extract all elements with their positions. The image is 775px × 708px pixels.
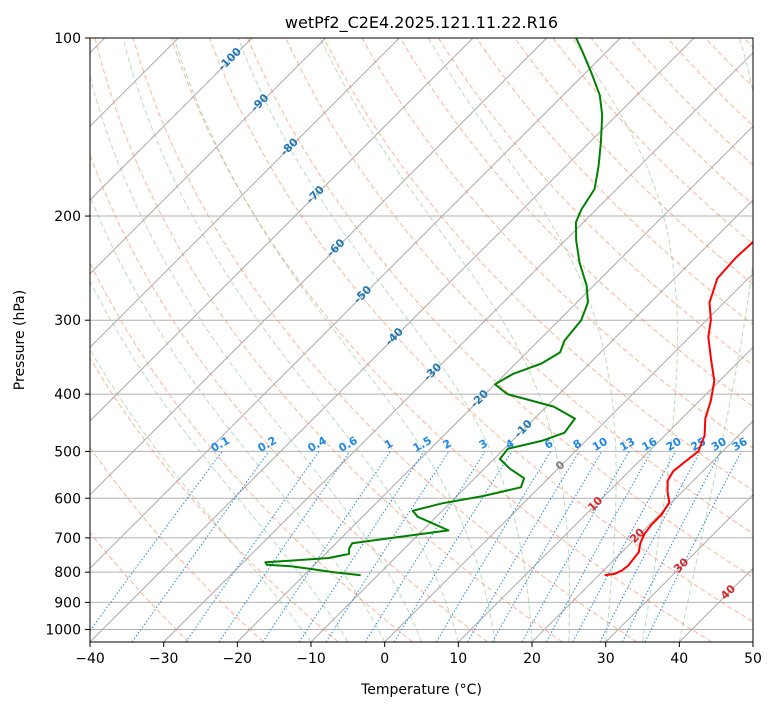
moist-adiabat-line xyxy=(90,348,312,642)
isotherm-line xyxy=(90,38,548,496)
x-tick-label: −10 xyxy=(296,651,326,667)
moist-adiabat-line xyxy=(122,38,459,642)
mixing-ratio-line xyxy=(621,451,722,642)
y-tick-label: 1000 xyxy=(45,623,81,639)
x-tick-label: −30 xyxy=(149,651,179,667)
mixing-ratio-line xyxy=(90,451,223,632)
isotherm-line xyxy=(90,38,474,422)
isotherm-line xyxy=(163,51,753,642)
dry-adiabat-line xyxy=(94,38,563,642)
dewpoint-profile-line xyxy=(264,38,604,577)
moist-adiabat-line xyxy=(90,194,386,642)
y-axis-title: Pressure (hPa) xyxy=(12,290,28,390)
dry-adiabat-line xyxy=(90,531,190,642)
mixing-ratio-line xyxy=(325,451,450,642)
plot-frame xyxy=(89,37,754,643)
isotherm-line xyxy=(90,38,400,349)
dry-adiabat-line xyxy=(437,38,753,366)
x-tick-label: 20 xyxy=(523,651,541,667)
temperature-profile-line xyxy=(604,240,753,577)
x-axis-title: Temperature (°C) xyxy=(360,682,482,698)
dry-adiabat-line xyxy=(476,38,753,326)
dry-adiabat-line xyxy=(209,38,753,623)
isotherm-line xyxy=(90,38,695,642)
mixing-ratio-line xyxy=(599,451,701,642)
mixing-ratio-line xyxy=(521,451,630,642)
y-tick-label: 600 xyxy=(54,491,81,507)
dry-adiabat-line xyxy=(90,261,414,642)
moist-adiabat-line xyxy=(173,38,496,642)
mixing-ratio-line xyxy=(185,451,320,642)
axes: −40 −30 −20 −10 0 10 20 30 40 50 100 200 300 400 500 60… xyxy=(45,31,762,667)
isotherm-line xyxy=(384,272,753,642)
dry-adiabat-line xyxy=(90,153,488,642)
mixing-ratio-line xyxy=(644,451,742,642)
dry-adiabat-line xyxy=(285,38,753,535)
mixing-ratio-line xyxy=(218,451,351,642)
y-tick-label: 900 xyxy=(54,595,81,611)
isotherm-line xyxy=(90,38,621,570)
moist-adiabat-line xyxy=(678,38,753,642)
isotherm-line xyxy=(531,420,753,642)
y-tick-label: 800 xyxy=(54,565,81,581)
x-tick-label: 0 xyxy=(380,651,389,667)
mixing-ratio-line xyxy=(572,451,676,642)
x-tick-label: −20 xyxy=(223,651,253,667)
dry-adiabat-line xyxy=(132,38,638,642)
chart-title: wetPf2_C2E4.2025.121.11.22.R16 xyxy=(285,13,558,33)
dry-adiabat-line xyxy=(170,38,712,642)
mixing-ratio-line xyxy=(435,451,552,642)
y-tick-label: 200 xyxy=(54,209,81,225)
y-tick-label: 400 xyxy=(54,387,81,403)
profile-series xyxy=(264,38,753,577)
mixing-ratio-line xyxy=(393,451,513,642)
mixing-ratio-line xyxy=(131,451,270,642)
x-tick-label: 10 xyxy=(449,651,467,667)
background-lines xyxy=(90,38,753,642)
moist-adiabat-line xyxy=(571,38,678,642)
dry-adiabat-line xyxy=(552,38,753,245)
dry-adiabat-line xyxy=(247,38,753,578)
moist-adiabat-line xyxy=(237,38,533,642)
y-tick-label: 500 xyxy=(54,444,81,460)
moist-adiabat-line xyxy=(319,38,570,642)
dry-adiabat-line xyxy=(361,38,753,449)
x-tick-label: −40 xyxy=(75,651,105,667)
y-tick-label: 300 xyxy=(54,313,81,329)
mixing-ratio-line xyxy=(364,451,486,642)
moist-adiabat-line xyxy=(427,38,617,642)
isotherm-line xyxy=(605,493,753,642)
isotherm-line xyxy=(236,125,753,642)
dry-adiabat-line xyxy=(399,38,753,408)
isotherm-line xyxy=(90,38,253,201)
isotherm-line xyxy=(457,346,753,642)
dry-adiabat-line xyxy=(590,38,753,206)
mixing-ratio-line xyxy=(545,451,652,642)
dry-adiabat-line xyxy=(323,38,753,492)
mixing-ratio-line xyxy=(298,451,425,642)
x-tick-label: 40 xyxy=(670,651,688,667)
mixing-ratio-line xyxy=(262,451,391,642)
y-tick-label: 700 xyxy=(54,531,81,547)
x-tick-label: 50 xyxy=(744,651,762,667)
y-tick-label: 100 xyxy=(54,31,81,47)
isotherm-line xyxy=(90,38,327,275)
x-tick-label: 30 xyxy=(597,651,615,667)
